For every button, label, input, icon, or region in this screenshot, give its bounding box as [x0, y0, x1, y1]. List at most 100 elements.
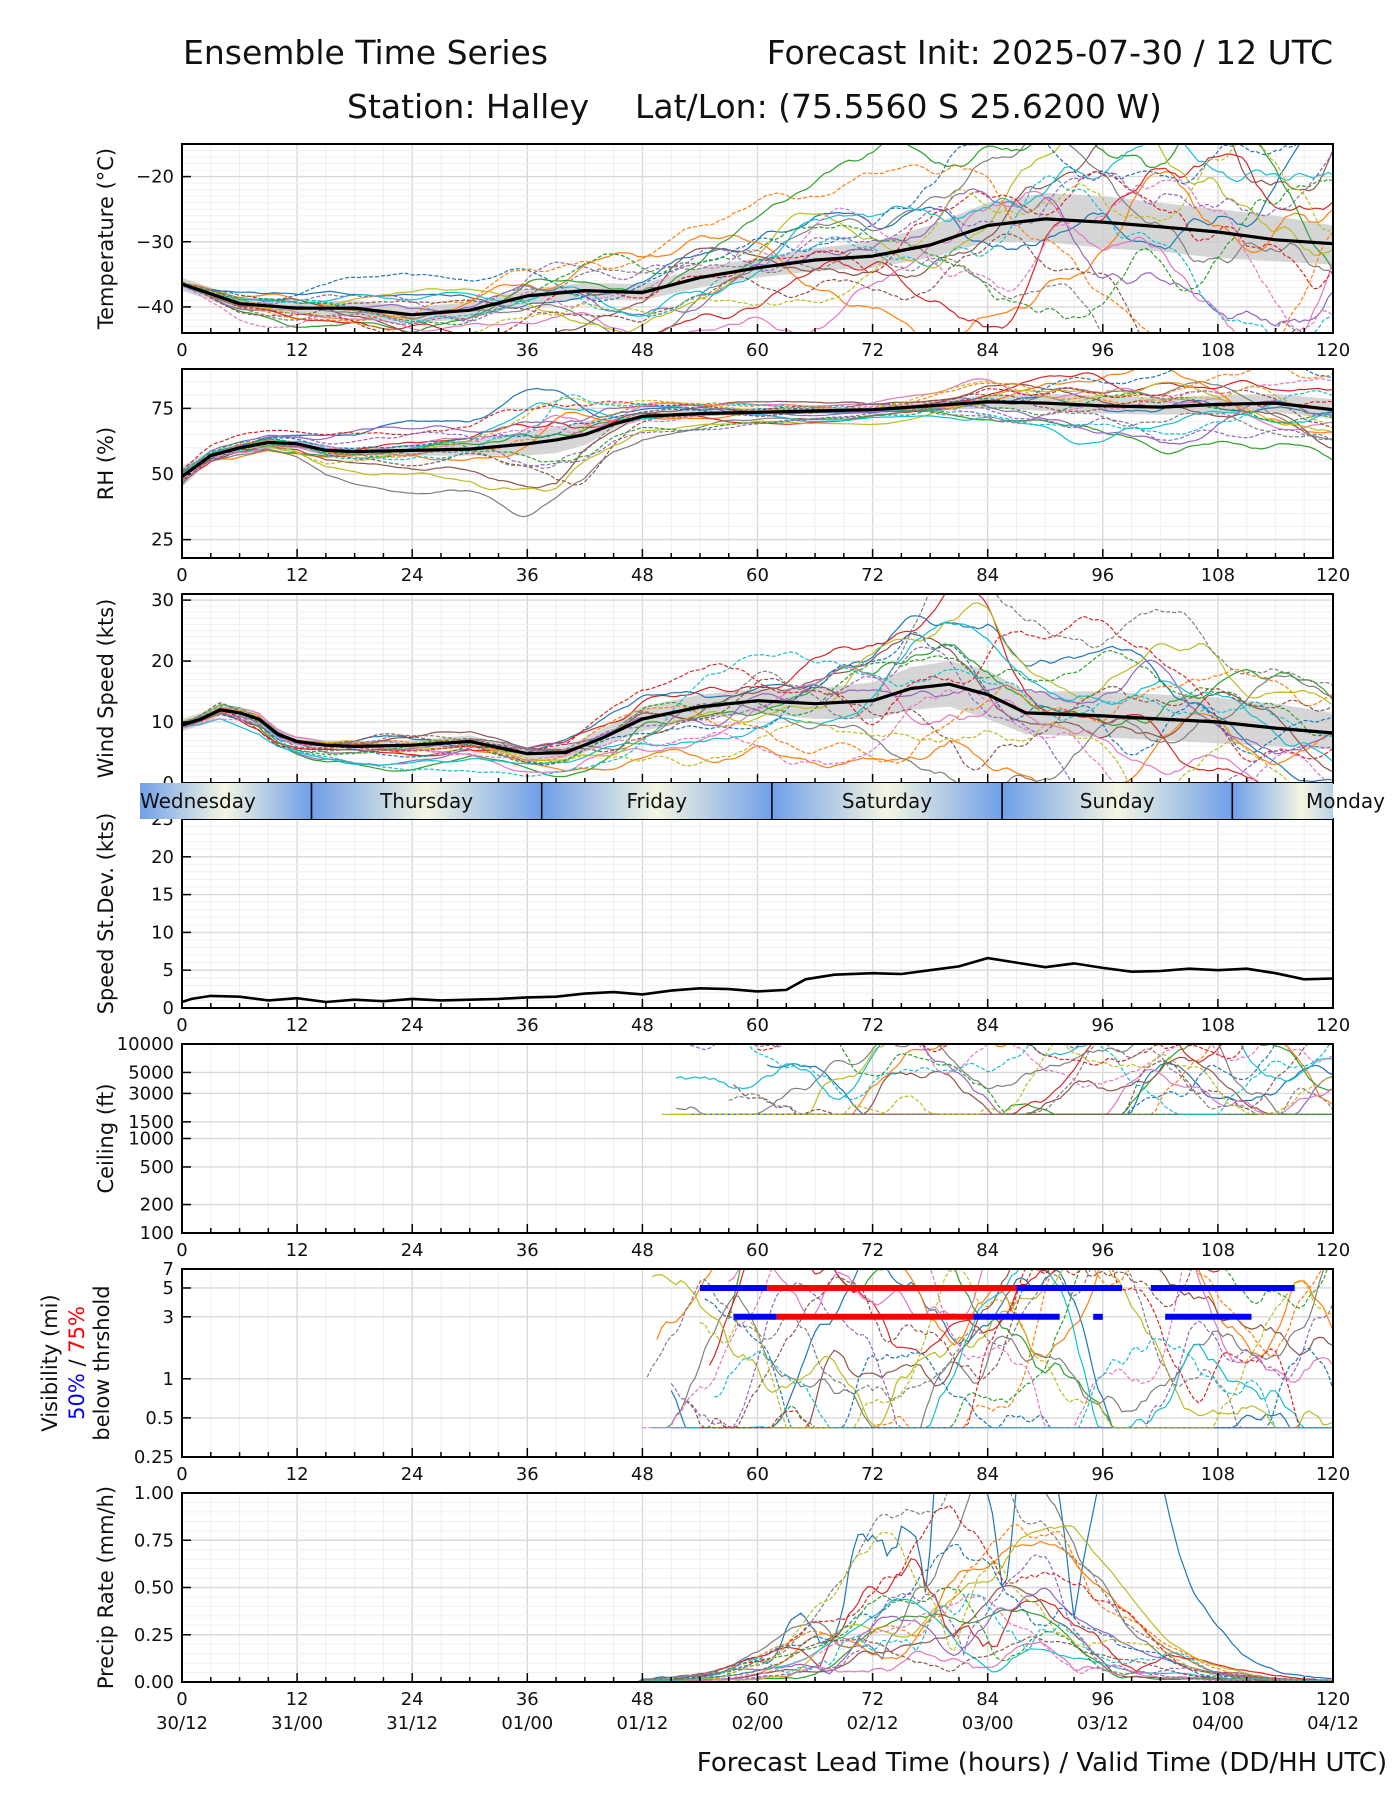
ensemble-member-line: [182, 1543, 1333, 1682]
x-tick-label: 0: [176, 565, 187, 586]
y-tick-label: 5: [163, 960, 174, 981]
x-tick-label: 0: [176, 1015, 187, 1036]
x-tick-label: 108: [1201, 340, 1235, 361]
y-tick-label: 3: [163, 1307, 174, 1328]
ensemble-member-line: [685, 1269, 1192, 1429]
ensemble-member-line: [642, 1269, 1183, 1429]
ensemble-member-line: [182, 594, 1333, 753]
ensemble-mean-line: [182, 400, 1333, 478]
x-tick-label: 48: [631, 565, 654, 586]
ensemble-member-line: [182, 594, 1260, 783]
x-tick-label: 60: [746, 565, 769, 586]
y-axis-label: Wind Speed (kts): [94, 599, 118, 779]
x-axis-label: Forecast Lead Time (hours) / Valid Time …: [697, 1748, 1387, 1778]
y-tick-label: 0.00: [134, 1672, 174, 1693]
day-label: Saturday: [842, 789, 932, 813]
y-tick-label: 5: [163, 1278, 174, 1299]
plot-area: [182, 594, 1333, 783]
x-tick-label: 60: [746, 1464, 769, 1485]
x-tick-label: 72: [861, 1015, 884, 1036]
ensemble-member-line: [728, 1269, 1333, 1383]
y-tick-label: −40: [136, 297, 174, 318]
ensemble-member-line: [733, 1044, 1309, 1116]
x-tick-label: 12: [286, 565, 309, 586]
x-tick-label: 120: [1316, 565, 1350, 586]
ensemble-member-line: [182, 615, 1333, 763]
y-tick-label: 1.00: [134, 1483, 174, 1504]
y-tick-label: 20: [151, 651, 174, 672]
y-tick-label: 0.75: [134, 1530, 174, 1551]
x-tick-label: 84: [976, 1689, 999, 1710]
x-tick-label: 0: [176, 1464, 187, 1485]
ensemble-member-line: [182, 190, 1333, 333]
valid-time-label: 31/12: [386, 1713, 438, 1734]
ensemble-member-line: [182, 631, 1333, 766]
plot-area: [182, 369, 1333, 518]
latlon-label: Lat/Lon: (75.5560 S 25.6200 W): [635, 87, 1162, 126]
ensemble-member-line: [738, 1056, 1333, 1115]
panel-precip: 0 12 24 36 48 60 72 84 96 108 120 0.00 0.25 0.50 0.75 1…: [94, 1483, 1350, 1710]
ensemble-member-line: [182, 383, 1333, 489]
panel-rh: 0 12 24 36 48 60 72 84 96 108 120 25 50 75 RH (%): [94, 368, 1350, 586]
y-tick-label: 500: [140, 1157, 174, 1178]
y-axis-label: Visibility (mi): [38, 1294, 62, 1431]
station-label: Station: Halley: [347, 87, 589, 126]
day-label: Monday: [1306, 789, 1385, 813]
x-tick-label: 84: [976, 565, 999, 586]
valid-time-label: 03/00: [962, 1713, 1014, 1734]
x-tick-label: 96: [1091, 1240, 1114, 1261]
x-tick-label: 48: [631, 1015, 654, 1036]
x-tick-label: 108: [1201, 1240, 1235, 1261]
label-75pct: 75%: [65, 1306, 89, 1353]
ensemble-member-line: [182, 178, 1333, 332]
day-segment: [1232, 783, 1333, 819]
ensemble-member-line: [182, 1593, 1333, 1682]
x-tick-label: 12: [286, 340, 309, 361]
panel-ceiling: 0 12 24 36 48 60 72 84 96 108 120 100 200 500 10001500…: [94, 1034, 1350, 1261]
x-tick-label: 24: [401, 1240, 424, 1261]
y-tick-label: 200: [140, 1195, 174, 1216]
x-tick-label: 96: [1091, 1464, 1114, 1485]
figure-title: Ensemble Time Series: [183, 33, 548, 72]
label-50pct: 50%: [65, 1373, 89, 1420]
ensemble-member-line: [182, 1531, 1333, 1682]
ensemble-member-line: [182, 392, 1333, 473]
plot-area: [661, 1044, 1333, 1116]
panels: 0 12 24 36 48 60 72 84 96 108 120−40−30−20Temperat…: [38, 143, 1359, 1734]
ensemble-member-line: [182, 615, 1333, 783]
x-tick-label: 36: [516, 340, 539, 361]
y-tick-label: 3000: [128, 1083, 174, 1104]
y-tick-label: −30: [136, 232, 174, 253]
y-tick-label: −20: [136, 167, 174, 188]
x-tick-label: 72: [861, 1689, 884, 1710]
ensemble-member-line: [700, 1269, 1333, 1429]
ensemble-member-line: [182, 188, 1333, 327]
ensemble-member-line: [182, 153, 1333, 333]
ensemble-member-line: [182, 144, 1333, 333]
x-tick-label: 24: [401, 1689, 424, 1710]
ensemble-member-line: [182, 1493, 1333, 1682]
x-tick-label: 36: [516, 1240, 539, 1261]
day-label: Wednesday: [140, 789, 256, 813]
valid-time-label: 04/00: [1192, 1713, 1244, 1734]
x-tick-label: 0: [176, 340, 187, 361]
ensemble-member-line: [748, 1044, 1332, 1115]
panel-wind_speed: 0102030Wind Speed (kts): [94, 590, 1334, 794]
ensemble-member-line: [708, 1269, 1221, 1366]
ensemble-member-line: [182, 1635, 1333, 1682]
y-tick-label: 7: [163, 1259, 174, 1280]
valid-time-label: 01/00: [501, 1713, 553, 1734]
x-tick-label: 0: [176, 1240, 187, 1261]
y-tick-label: 0.5: [145, 1408, 174, 1429]
ensemble-member-line: [182, 381, 1333, 518]
y-tick-label: 0.50: [134, 1578, 174, 1599]
ensemble-member-line: [182, 381, 1333, 492]
y-tick-label: 5000: [128, 1062, 174, 1083]
x-tick-label: 96: [1091, 1015, 1114, 1036]
x-tick-label: 108: [1201, 1015, 1235, 1036]
y-tick-label: 1: [163, 1369, 174, 1390]
plot-area: [642, 1269, 1333, 1429]
x-tick-label: 60: [746, 1240, 769, 1261]
day-segment: [1002, 783, 1233, 819]
